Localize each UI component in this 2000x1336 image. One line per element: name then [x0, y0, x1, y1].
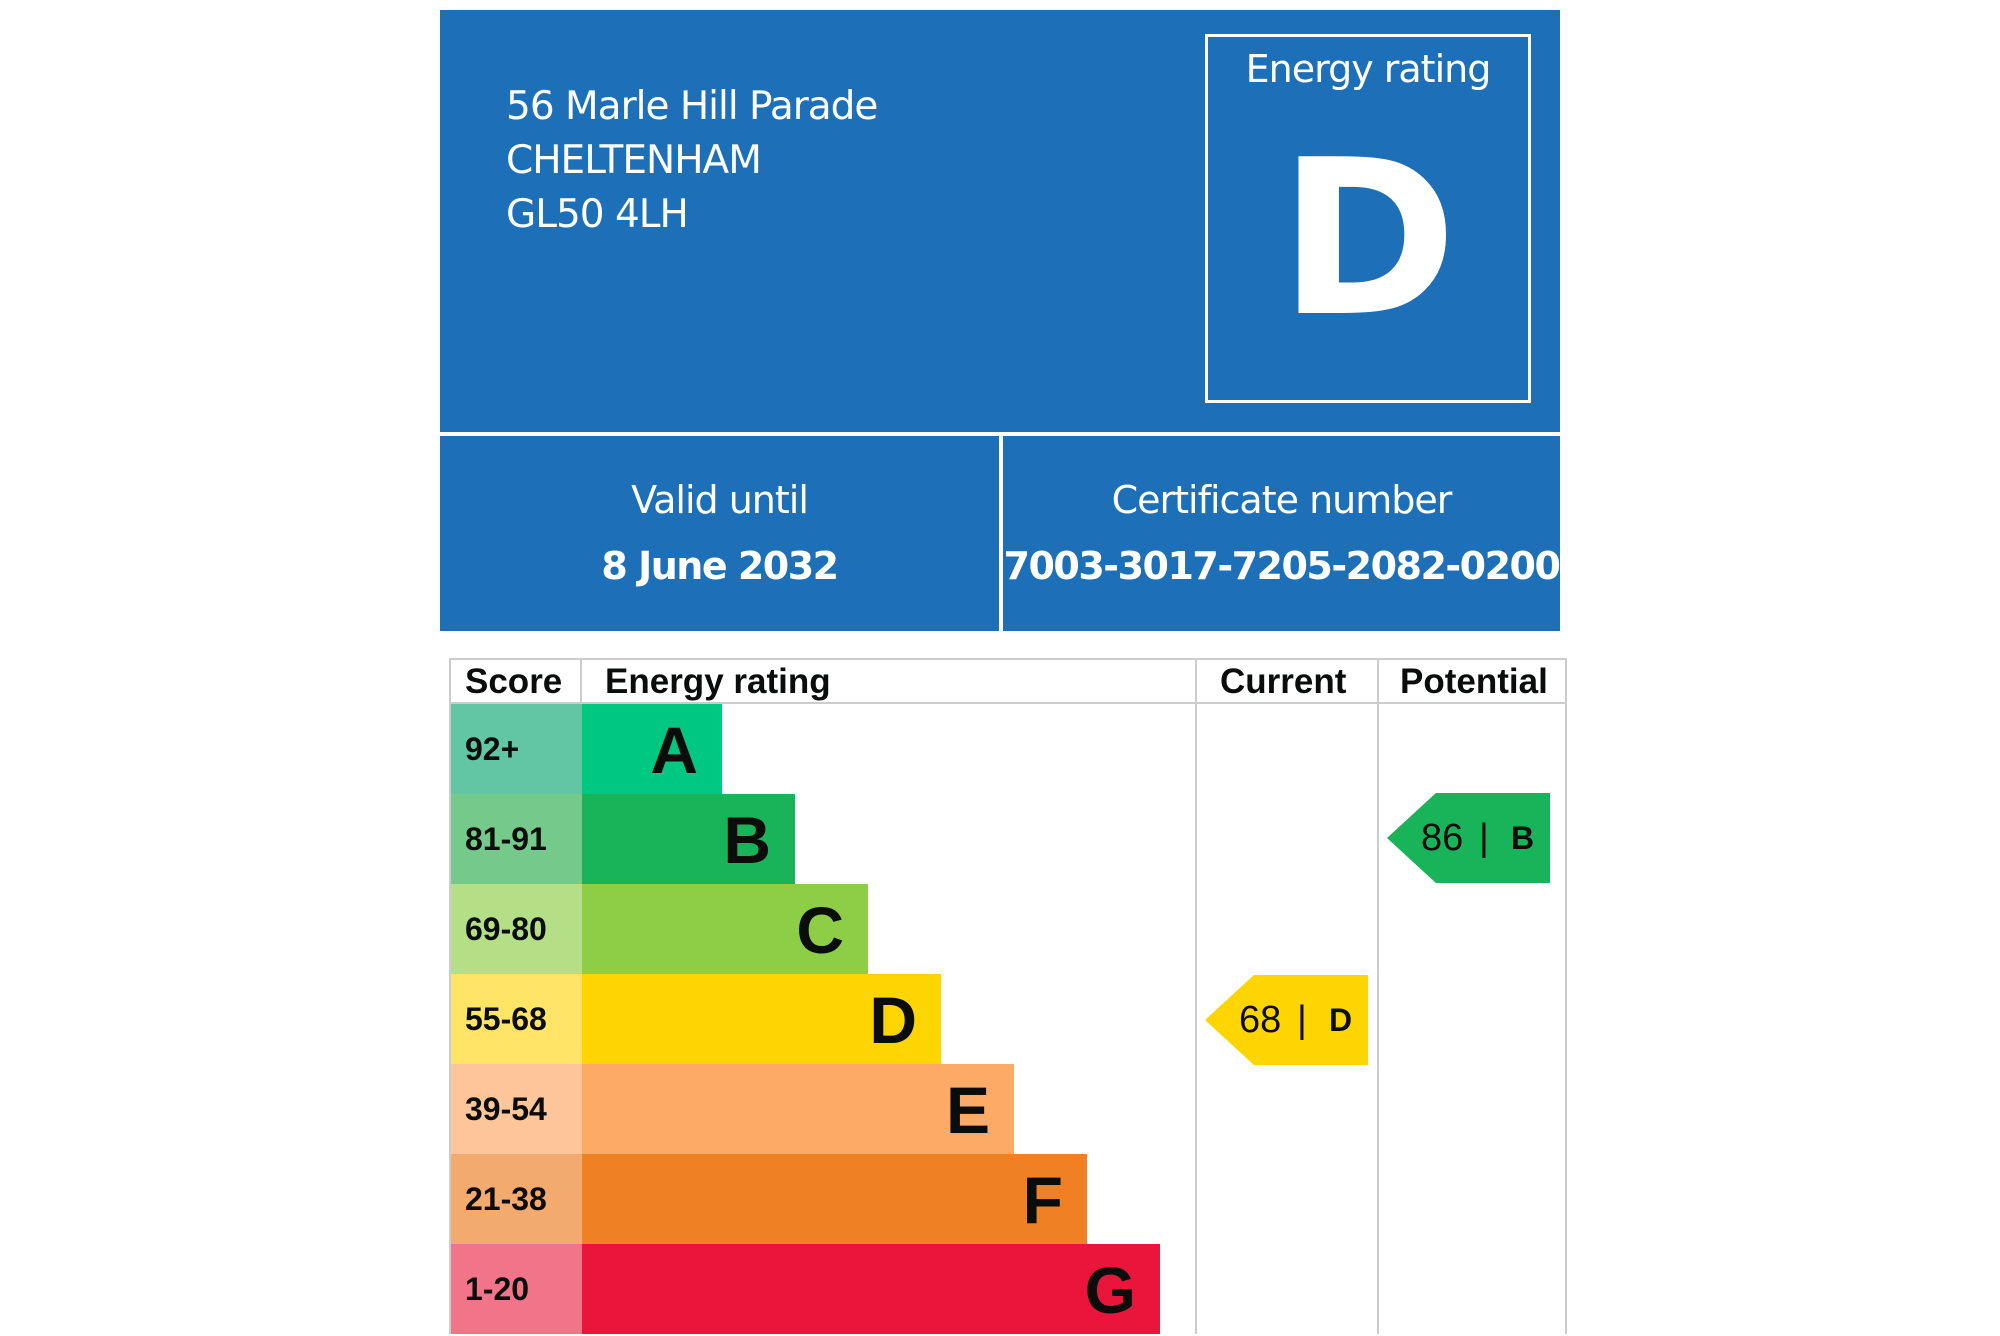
band-bar: A — [582, 704, 722, 794]
current-score: 68 — [1239, 999, 1282, 1041]
address-line-3: GL50 4LH — [506, 192, 689, 237]
band-score: 39-54 — [451, 1064, 582, 1154]
column-divider — [1195, 660, 1197, 1334]
column-divider — [1377, 660, 1379, 1334]
band-bar: B — [582, 794, 795, 884]
header-energy-rating: Energy rating — [605, 662, 831, 701]
current-rating-arrow: 68 | D — [1205, 975, 1368, 1065]
address-line-2: CHELTENHAM — [506, 138, 762, 183]
energy-rating-table: Score Energy rating Current Potential 92… — [449, 658, 1567, 1334]
band-score: 92+ — [451, 704, 582, 794]
band-score: 21-38 — [451, 1154, 582, 1244]
band-bar: F — [582, 1154, 1087, 1244]
energy-rating-box: Energy rating D — [1205, 34, 1531, 403]
band-score: 69-80 — [451, 884, 582, 974]
address-line-1: 56 Marle Hill Parade — [506, 84, 878, 129]
header-potential: Potential — [1400, 662, 1548, 701]
header-divider — [451, 702, 1565, 704]
valid-until-label: Valid until — [631, 478, 809, 522]
valid-until-date: 8 June 2032 — [601, 544, 839, 588]
address-panel: 56 Marle Hill Parade CHELTENHAM GL50 4LH… — [440, 10, 1560, 432]
certificate-panel: Certificate number 7003-3017-7205-2082-0… — [1003, 436, 1561, 631]
band-bar: G — [582, 1244, 1160, 1334]
band-score: 55-68 — [451, 974, 582, 1064]
current-separator: | — [1297, 999, 1307, 1041]
energy-rating-letter: D — [1278, 113, 1458, 364]
property-address: 56 Marle Hill Parade CHELTENHAM GL50 4LH — [506, 80, 878, 242]
energy-rating-label: Energy rating — [1245, 47, 1492, 91]
header-current: Current — [1220, 662, 1347, 701]
certificate-number-label: Certificate number — [1111, 478, 1453, 522]
band-bar: D — [582, 974, 941, 1064]
certificate-number: 7003-3017-7205-2082-0200 — [1003, 544, 1561, 588]
header-score: Score — [465, 662, 563, 701]
potential-separator: | — [1479, 817, 1489, 859]
potential-letter: B — [1511, 820, 1535, 856]
potential-rating-arrow: 86 | B — [1387, 793, 1550, 883]
band-score: 1-20 — [451, 1244, 582, 1334]
band-score: 81-91 — [451, 794, 582, 884]
current-letter: D — [1329, 1002, 1353, 1038]
band-bar: E — [582, 1064, 1014, 1154]
column-divider — [580, 660, 582, 704]
band-bar: C — [582, 884, 868, 974]
potential-score: 86 — [1421, 817, 1464, 859]
validity-panel: Valid until 8 June 2032 — [440, 436, 999, 631]
